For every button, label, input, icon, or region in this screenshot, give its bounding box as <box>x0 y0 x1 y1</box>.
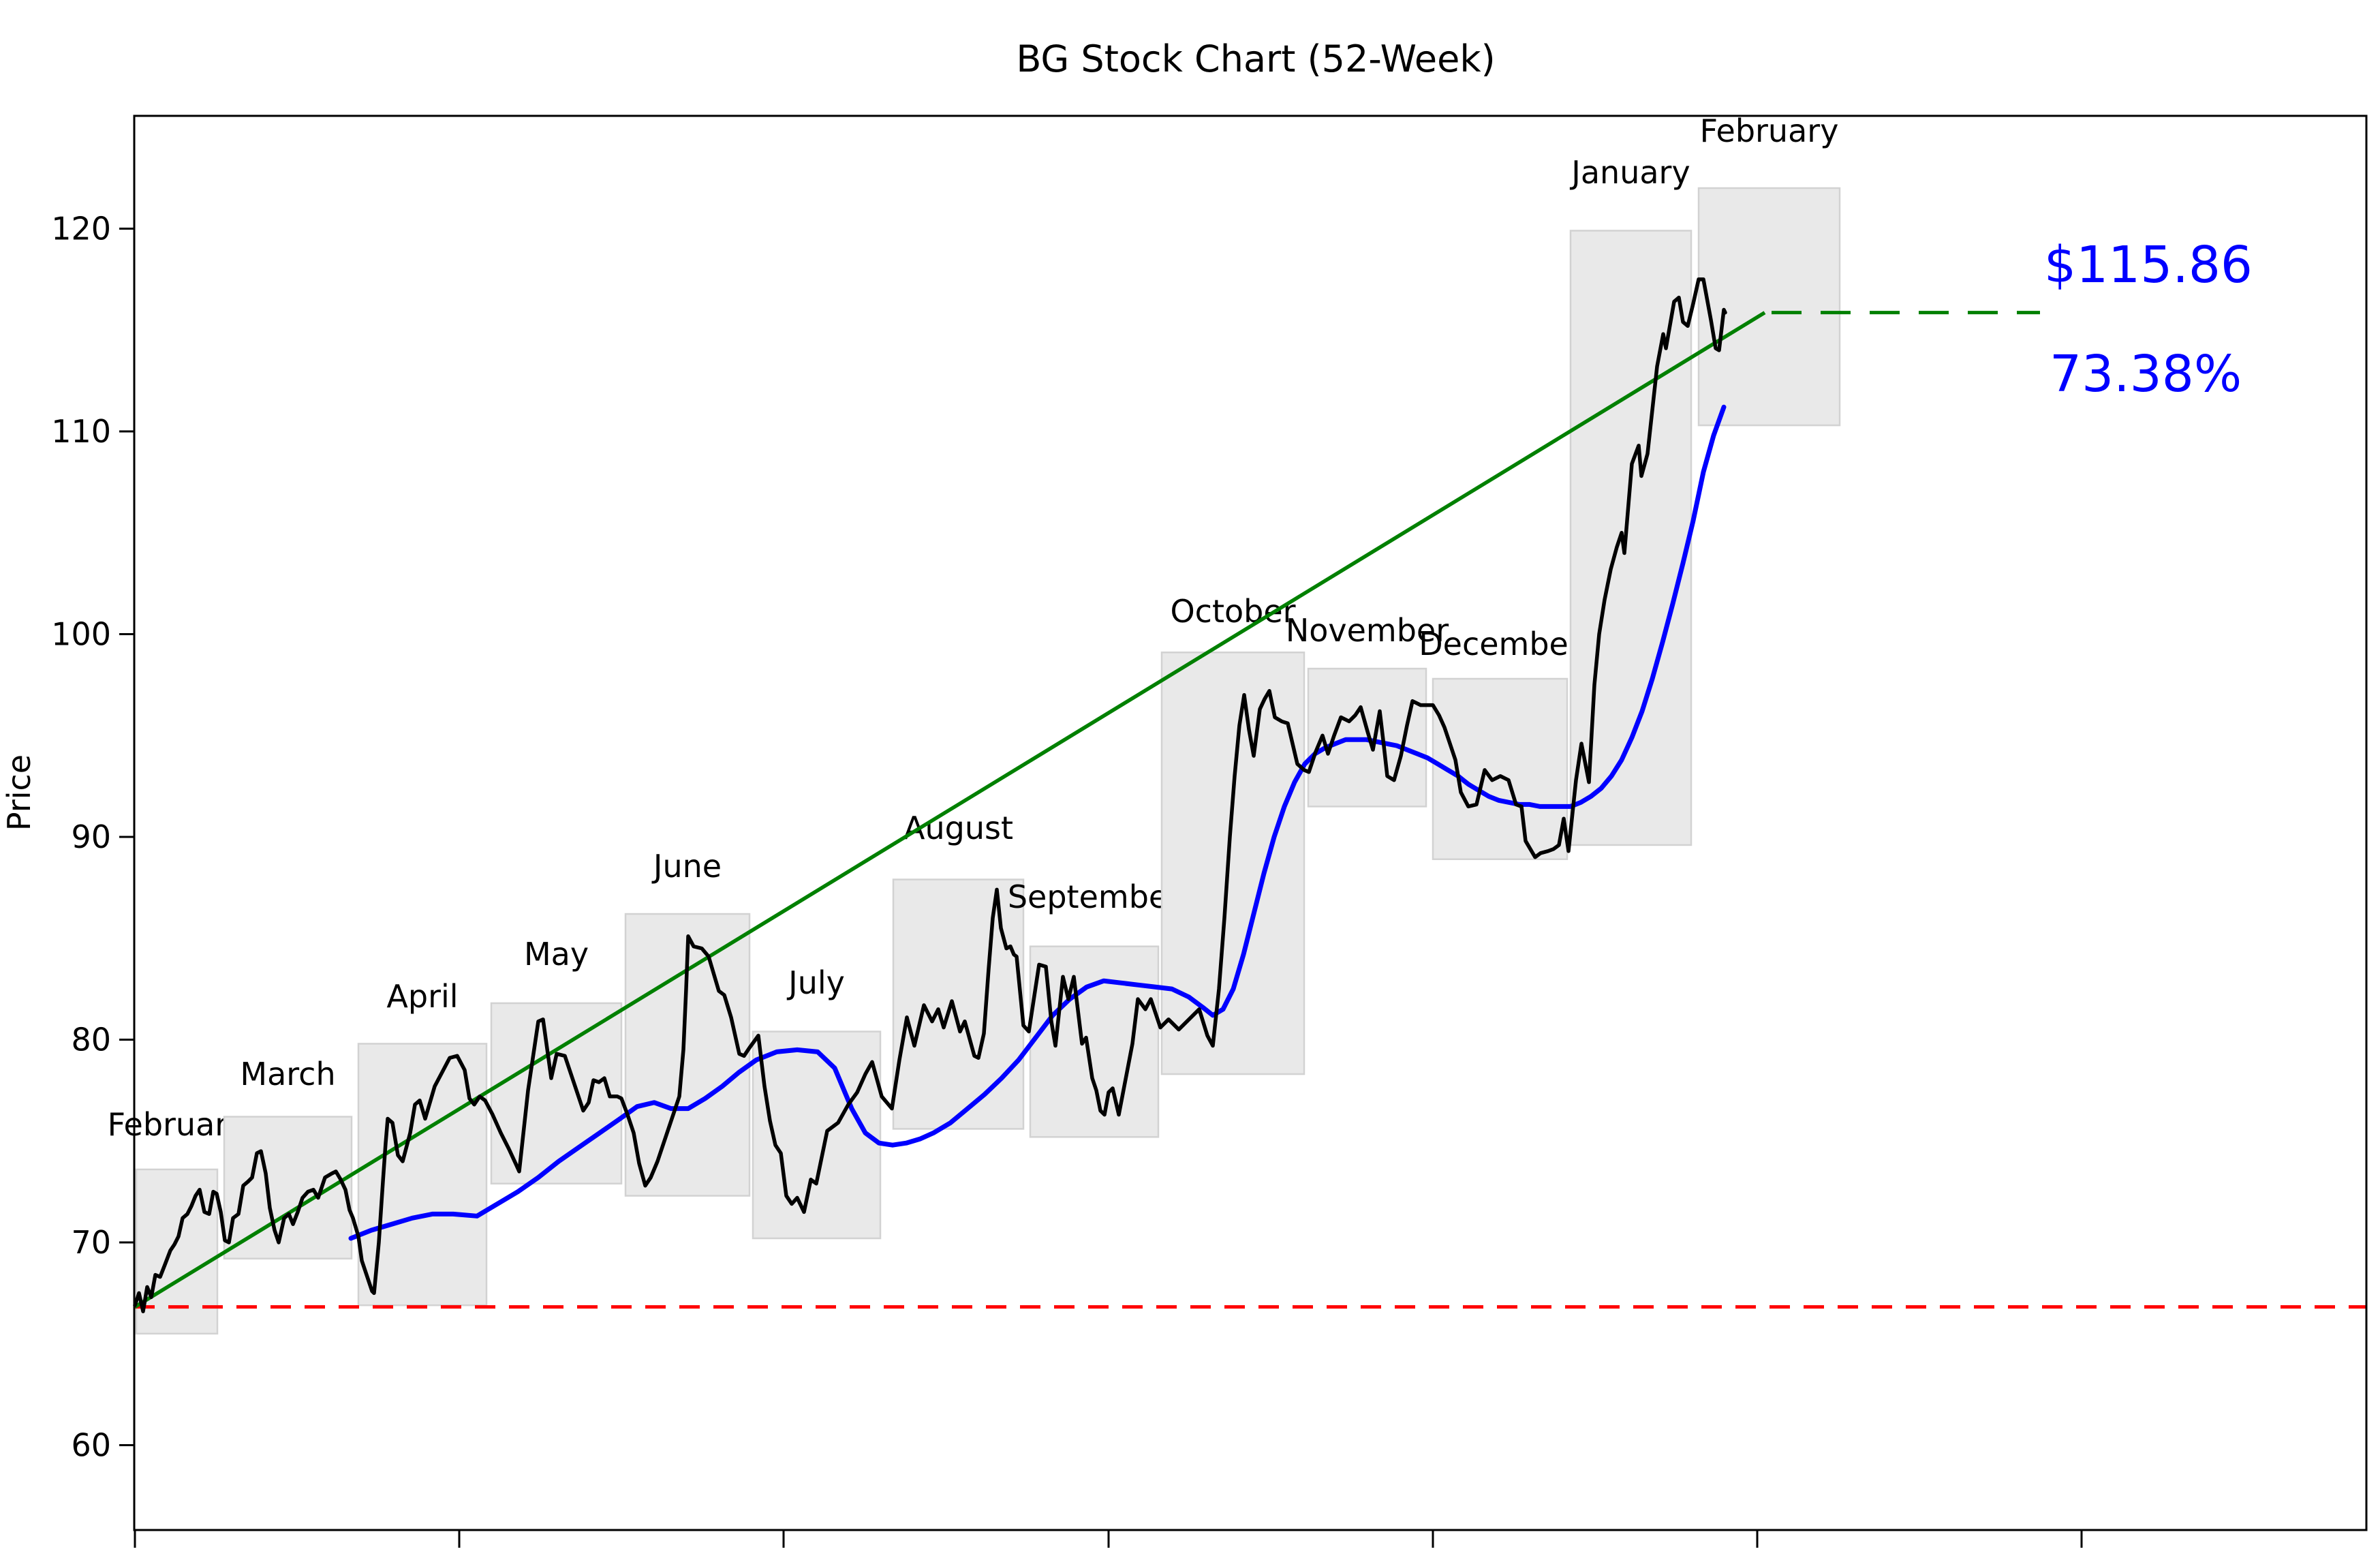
plot-frame <box>133 114 2368 1531</box>
month-label-march: March <box>240 1056 335 1092</box>
y-tick-label: 120 <box>51 211 111 247</box>
month-box-february <box>135 1168 219 1335</box>
y-tick-label: 60 <box>71 1427 111 1464</box>
month-box-february-2 <box>1697 187 1841 427</box>
month-label-january: January <box>1569 154 1690 191</box>
month-label-december: December <box>1419 626 1581 662</box>
month-label-february: February <box>108 1106 247 1143</box>
y-tick-label: 70 <box>71 1224 111 1261</box>
plot-area: FebruaryMarchAprilMayJuneJulyAugustSepte… <box>51 112 2368 1548</box>
month-box-april <box>357 1043 488 1306</box>
total-return-annotation: 73.38% <box>2050 345 2242 403</box>
y-tick-label: 100 <box>51 616 111 653</box>
month-box-august <box>892 878 1025 1130</box>
y-axis-label: Price <box>1 754 37 831</box>
month-label-february-2: February <box>1700 112 1839 149</box>
month-label-april: April <box>386 978 458 1015</box>
month-box-october <box>1160 652 1305 1075</box>
month-label-november: November <box>1286 612 1449 649</box>
month-box-january <box>1569 230 1693 846</box>
chart-title: BG Stock Chart (52-Week) <box>1016 37 1495 80</box>
annotation-group: $115.86 73.38% <box>2044 236 2253 403</box>
month-label-september: September <box>1008 878 1181 915</box>
month-box-december <box>1432 677 1568 860</box>
month-box-september <box>1029 945 1160 1138</box>
month-label-may: May <box>524 936 589 973</box>
y-tick-label: 90 <box>71 819 111 855</box>
y-tick-label: 80 <box>71 1022 111 1058</box>
final-price-annotation: $115.86 <box>2044 236 2253 294</box>
y-tick-label: 110 <box>51 413 111 450</box>
month-label-june: June <box>651 848 722 885</box>
month-label-july: July <box>786 964 845 1001</box>
price-line <box>133 277 1727 1313</box>
